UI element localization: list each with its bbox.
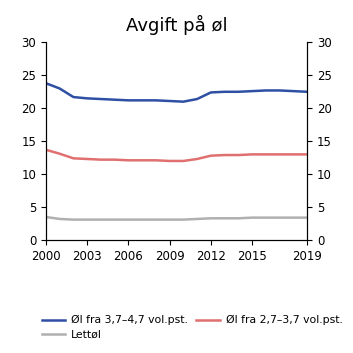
Legend: Øl fra 3,7–4,7 vol.pst., Lettøl, Øl fra 2,7–3,7 vol.pst.: Øl fra 3,7–4,7 vol.pst., Lettøl, Øl fra … bbox=[37, 311, 347, 344]
Title: Avgift på øl: Avgift på øl bbox=[126, 15, 227, 35]
